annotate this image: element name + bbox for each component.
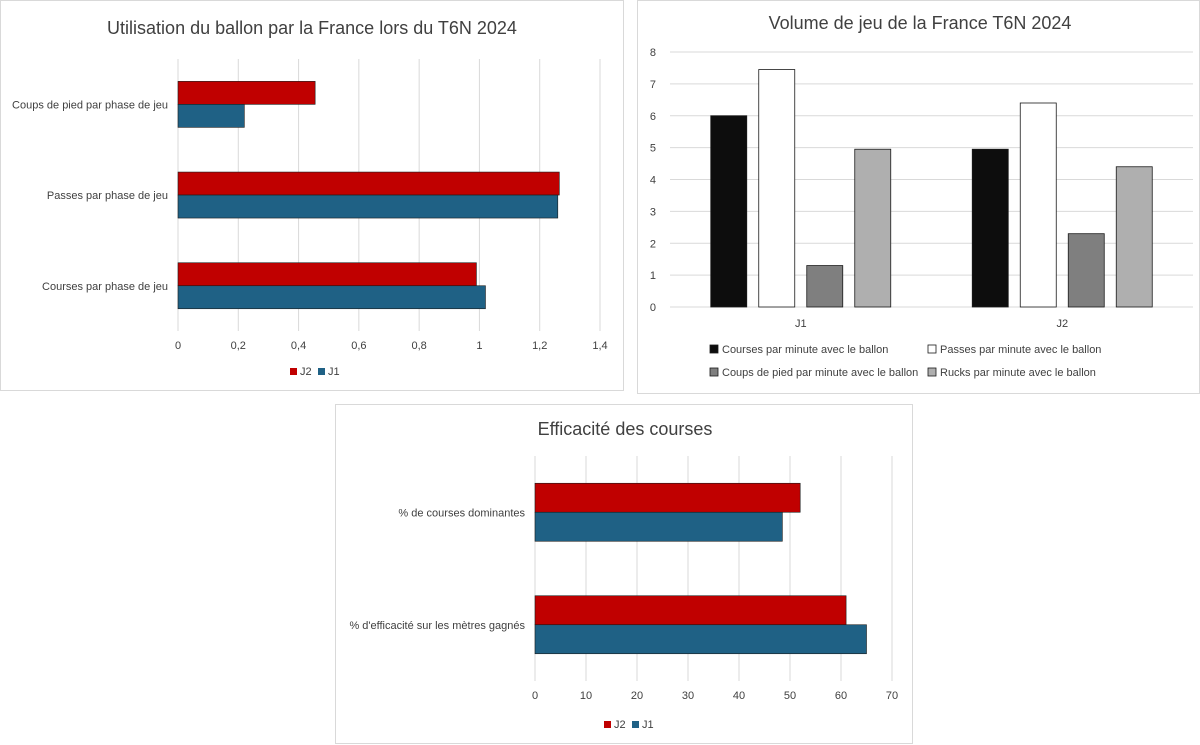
x-tick-label: 50 xyxy=(784,690,796,702)
x-tick-label: 1,4 xyxy=(592,340,607,352)
legend-label: J1 xyxy=(328,366,340,378)
bar-j2 xyxy=(177,171,560,196)
legend-label: J2 xyxy=(614,719,626,731)
x-tick-label: 30 xyxy=(682,690,694,702)
legend-label: J2 xyxy=(300,366,312,378)
chart-panel-run-efficiency: Efficacité des courses 0 10 20 30 40 50 60 70 % … xyxy=(335,404,913,744)
x-tick-label: 0,6 xyxy=(351,340,366,352)
category-label: Passes par phase de jeu xyxy=(47,190,168,202)
bar-j1 xyxy=(177,285,486,310)
category-label: Coups de pied par phase de jeu xyxy=(12,99,168,111)
y-tick-label: 8 xyxy=(650,47,656,59)
bar-j2 xyxy=(534,482,801,513)
chart-title: Utilisation du ballon par la France lors… xyxy=(107,18,517,38)
x-tick-label: 0,2 xyxy=(231,340,246,352)
legend-swatch xyxy=(318,368,325,375)
bar-j1 xyxy=(534,511,783,542)
chart-panel-game-volume: Volume de jeu de la France T6N 2024 0 1 2 3… xyxy=(637,0,1200,394)
chart-run-efficiency: Efficacité des courses 0 10 20 30 40 50 60 70 % … xyxy=(349,419,898,731)
bar-series-1 xyxy=(971,148,1009,308)
y-tick-label: 6 xyxy=(650,111,656,123)
y-tick-label: 2 xyxy=(650,238,656,250)
x-tick-label: 60 xyxy=(835,690,847,702)
bar-j1 xyxy=(177,194,559,219)
bar-j1 xyxy=(177,104,245,128)
bar-j2 xyxy=(177,262,477,287)
x-tick-label: 70 xyxy=(886,690,898,702)
legend-label: J1 xyxy=(642,719,654,731)
legend-swatch xyxy=(709,367,719,377)
chart-title: Efficacité des courses xyxy=(538,419,713,439)
bar-j2 xyxy=(534,595,847,626)
x-tick-label: 0,8 xyxy=(411,340,426,352)
chart-ball-usage: Utilisation du ballon par la France lors… xyxy=(12,18,608,378)
x-tick-label: 40 xyxy=(733,690,745,702)
bar-j2 xyxy=(177,81,316,105)
bar-series-4 xyxy=(1115,166,1153,308)
bar-series-4 xyxy=(854,148,892,308)
legend-label: Courses par minute avec le ballon xyxy=(722,344,888,356)
legend-label: Rucks par minute avec le ballon xyxy=(940,367,1096,379)
category-label: % d'efficacité sur les mètres gagnés xyxy=(349,620,525,632)
x-tick-label: J2 xyxy=(1056,318,1068,330)
chart-title: Volume de jeu de la France T6N 2024 xyxy=(769,13,1072,33)
bar-series-2 xyxy=(1019,102,1057,308)
x-tick-label: 20 xyxy=(631,690,643,702)
x-tick-label: 10 xyxy=(580,690,592,702)
legend-swatch xyxy=(290,368,297,375)
legend-swatch xyxy=(604,721,611,728)
x-tick-label: 0 xyxy=(532,690,538,702)
x-tick-label: 1 xyxy=(476,340,482,352)
legend-swatch xyxy=(927,344,937,354)
y-tick-label: 0 xyxy=(650,302,656,314)
category-label: Courses par phase de jeu xyxy=(42,281,168,293)
chart-panel-ball-usage: Utilisation du ballon par la France lors… xyxy=(0,0,624,391)
y-tick-label: 4 xyxy=(650,175,656,187)
y-tick-label: 5 xyxy=(650,143,656,155)
y-tick-label: 1 xyxy=(650,270,656,282)
y-tick-label: 3 xyxy=(650,206,656,218)
bar-series-1 xyxy=(710,115,748,308)
x-tick-label: 0,4 xyxy=(291,340,306,352)
legend-swatch xyxy=(927,367,937,377)
legend-swatch xyxy=(632,721,639,728)
x-tick-label: 0 xyxy=(175,340,181,352)
bar-series-3 xyxy=(806,265,844,308)
bar-series-2 xyxy=(758,69,796,308)
category-label: % de courses dominantes xyxy=(398,507,525,519)
chart-game-volume: Volume de jeu de la France T6N 2024 0 1 2 3… xyxy=(650,13,1193,379)
x-tick-label: J1 xyxy=(795,318,807,330)
x-tick-label: 1,2 xyxy=(532,340,547,352)
legend-label: Coups de pied par minute avec le ballon xyxy=(722,367,918,379)
bar-series-3 xyxy=(1067,233,1105,308)
y-tick-label: 7 xyxy=(650,79,656,91)
legend-label: Passes par minute avec le ballon xyxy=(940,344,1101,356)
bar-j1 xyxy=(534,624,867,655)
legend-swatch xyxy=(709,344,719,354)
